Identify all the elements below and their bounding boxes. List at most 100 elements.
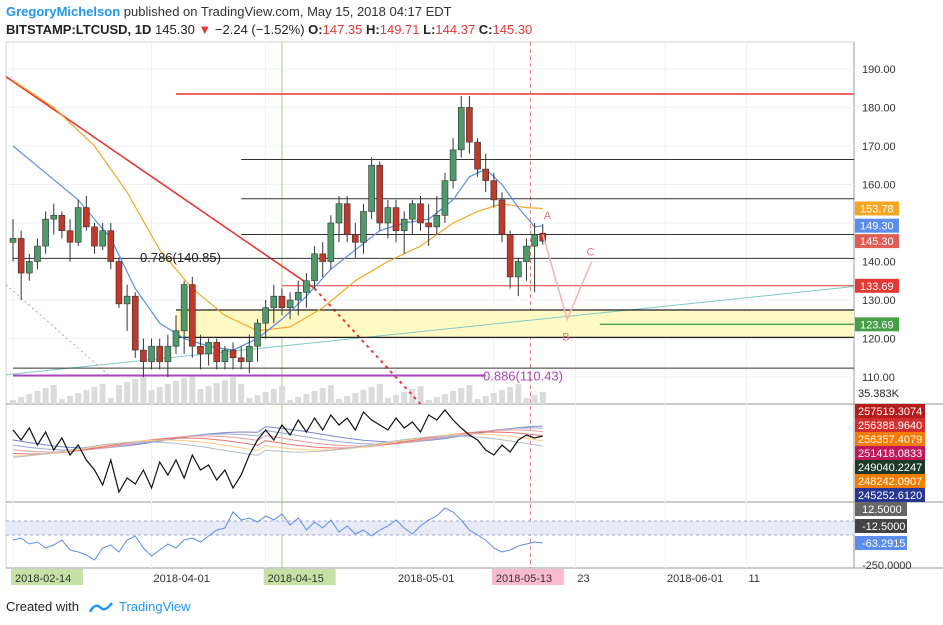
candle-body [425, 222, 432, 228]
time-axis[interactable]: 2018-02-14 2018-04-01 2018-04-15 2018-05-01… [11, 569, 760, 585]
candle-body [409, 203, 416, 220]
volume-bar [270, 389, 277, 404]
tradingview-link[interactable]: TradingView [118, 599, 191, 614]
candle-body [514, 261, 522, 278]
osc1-tag-label: 249040.2247 [858, 462, 922, 474]
volume-bar [181, 378, 188, 404]
price-tag-bg [855, 278, 899, 293]
osc1-tag-label: 251418.0833 [858, 448, 922, 460]
candle-body [490, 180, 498, 201]
down-arrow-icon: ▼ [198, 22, 212, 37]
osc1-tag-bg [855, 404, 925, 418]
candle-body [360, 211, 367, 243]
trend-line-red-dotted [313, 287, 422, 405]
volume-bar [50, 385, 57, 404]
candle-body [99, 230, 106, 247]
volume-bar [238, 384, 245, 404]
volume-bar [278, 386, 285, 404]
wave-path [541, 234, 593, 322]
time-tick-label: 2018-05-13 [496, 573, 552, 585]
volume-bar [115, 385, 122, 404]
osc1-tag-label: 257519.3074 [858, 406, 922, 418]
osc1-tag-label: 256388.9640 [858, 420, 922, 432]
candle-body [180, 284, 188, 332]
candle-body [213, 342, 221, 362]
candle-body [221, 349, 229, 362]
osc2-tag-bg [855, 536, 907, 550]
volume-bar [287, 400, 294, 404]
volume-bar [327, 385, 334, 404]
candle-body [498, 199, 506, 235]
volume-bar [319, 388, 326, 404]
fib-786-label: 0.786(140.85) [140, 250, 221, 265]
volume-bar [221, 380, 228, 404]
candle-body [319, 253, 327, 262]
price-tag-bg [855, 201, 899, 216]
candle-body [482, 168, 490, 181]
time-tick-label: 2018-02-14 [15, 573, 71, 585]
price-tick-label: 180.00 [862, 102, 896, 114]
symbol-info: BITSTAMP:LTCUSD, 1D 145.30 ▼ −2.24 (−1.5… [6, 22, 533, 37]
candle-body [140, 349, 147, 362]
fib-886-label: 0.886(110.43) [483, 368, 563, 383]
candle-body [523, 245, 530, 262]
price-tick-label: 190.00 [862, 64, 896, 76]
volume-bar [140, 376, 147, 404]
volume-bar [311, 391, 318, 404]
candle-body [229, 349, 237, 359]
candle-body [466, 107, 473, 143]
candle-body [278, 295, 286, 309]
price-tag-bg [855, 218, 899, 233]
volume-bar [213, 383, 220, 404]
price-tag-label: 149.30 [860, 221, 894, 233]
volume-label: 35.383K [858, 388, 900, 400]
osc1-ribbon [12, 433, 543, 457]
volume-bar [197, 389, 204, 404]
last-price: 145.30 [155, 22, 195, 37]
osc1-tag-bg [855, 432, 925, 446]
volume-bar [523, 398, 530, 404]
high-value: 149.71 [379, 22, 420, 37]
time-tick-label: 2018-04-01 [154, 573, 210, 585]
price-tick-label: 130.00 [862, 295, 896, 307]
volume-bar [164, 384, 171, 404]
candle-body [172, 330, 180, 347]
candle-body [262, 307, 269, 324]
price-axis[interactable]: 190.00180.00170.00160.00150.00140.00130.… [858, 64, 900, 400]
price-tick-label: 160.00 [862, 179, 896, 191]
volume-bar [490, 393, 497, 404]
volume-bar [132, 379, 139, 404]
osc1-tag-label: 256357.4079 [858, 434, 922, 446]
volume-bar [34, 391, 41, 404]
candle-body [311, 253, 318, 282]
osc1-tag-bg [855, 488, 925, 502]
candle-body [156, 345, 163, 362]
oscillator-2: 12.5000 -12.5000 -63.2915 -250.0000 [6, 502, 912, 572]
volume-bar [482, 396, 489, 404]
price-tick-label: 120.00 [862, 334, 896, 346]
trend-line-teal [5, 286, 855, 376]
candle-body [42, 218, 49, 247]
price-tag-bg [855, 234, 899, 249]
volume-bar [230, 377, 237, 404]
volume-bar [499, 390, 505, 404]
osc2-tag-label: 12.5000 [862, 504, 902, 516]
candle-body [115, 261, 123, 305]
price-tags: 153.78 149.30 145.30 133.69 123.69 [855, 201, 899, 332]
osc2-band [6, 521, 854, 535]
author-name[interactable]: GregoryMichelson [6, 4, 121, 19]
candle-body [74, 207, 82, 243]
volume-bar [58, 399, 65, 404]
candle-body [294, 292, 302, 301]
candle-body [327, 222, 335, 262]
trend-line-red [5, 76, 316, 290]
candle-body [506, 234, 514, 278]
volume-bar [18, 397, 25, 404]
price-tag-bg [855, 317, 899, 332]
time-tick-label: 2018-06-01 [667, 573, 723, 585]
candle-body [433, 214, 441, 228]
time-tick-label: 11 [749, 573, 760, 585]
volume-bar [75, 393, 82, 404]
candle-body [131, 295, 139, 351]
